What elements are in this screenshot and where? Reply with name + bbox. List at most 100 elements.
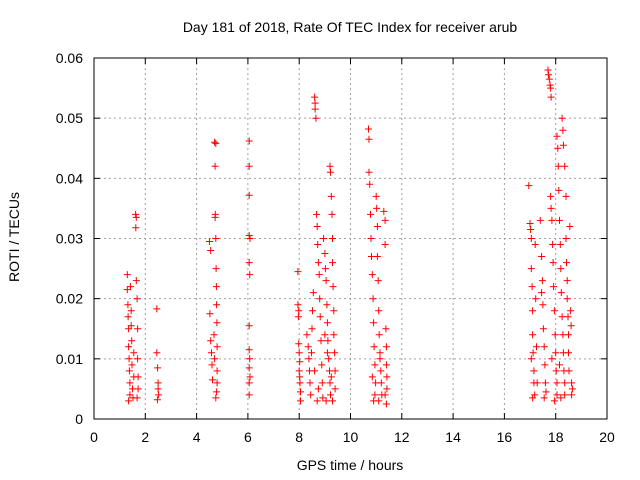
data-point-marker — [553, 379, 561, 387]
data-point-marker — [329, 259, 336, 267]
data-point-marker — [153, 305, 161, 313]
data-point-marker — [323, 301, 331, 309]
data-point-marker — [540, 394, 548, 402]
data-point-marker — [557, 289, 565, 297]
data-point-marker — [527, 355, 535, 363]
data-point-marker — [133, 295, 141, 303]
x-tick-label: 16 — [497, 429, 513, 445]
data-point-marker — [365, 168, 373, 176]
data-point-marker — [367, 235, 375, 242]
data-point-marker — [125, 397, 133, 405]
data-point-marker — [322, 277, 330, 285]
data-point-marker — [545, 75, 553, 83]
data-point-marker — [374, 277, 382, 285]
y-axis-label: ROTI / TECUs — [6, 192, 22, 282]
data-point-marker — [331, 367, 339, 375]
data-point-marker — [245, 346, 253, 354]
data-point-marker — [561, 162, 569, 170]
data-point-marker — [549, 259, 557, 267]
data-point-marker — [527, 265, 535, 273]
data-point-marker — [526, 220, 534, 227]
y-tick-label: 0.01 — [56, 351, 83, 367]
data-point-marker — [316, 295, 324, 303]
data-point-marker — [373, 223, 381, 230]
data-point-marker — [321, 265, 329, 273]
data-point-marker — [313, 223, 321, 230]
data-point-marker — [308, 349, 315, 357]
data-point-marker — [318, 361, 326, 369]
data-point-marker — [554, 162, 562, 170]
data-point-marker — [565, 367, 573, 375]
data-point-marker — [124, 313, 132, 321]
data-point-marker — [375, 397, 383, 405]
data-point-marker — [536, 216, 544, 224]
x-tick-label: 10 — [343, 429, 359, 445]
data-point-marker — [368, 253, 375, 260]
data-point-marker — [245, 137, 253, 145]
data-point-marker — [377, 367, 385, 375]
data-point-marker — [211, 162, 219, 170]
data-point-marker — [550, 397, 558, 405]
data-point-marker — [213, 379, 221, 387]
data-point-marker — [525, 182, 533, 190]
data-point-marker — [528, 283, 536, 291]
data-point-marker — [557, 265, 565, 273]
data-point-marker — [554, 144, 562, 152]
data-point-marker — [381, 391, 389, 399]
data-point-marker — [330, 307, 338, 315]
data-point-marker — [372, 192, 380, 200]
data-point-marker — [304, 343, 312, 351]
data-point-marker — [567, 322, 575, 330]
data-point-marker — [317, 337, 325, 345]
data-point-marker — [552, 367, 560, 375]
data-point-marker — [294, 268, 302, 276]
data-point-marker — [529, 349, 537, 357]
data-point-marker — [531, 241, 539, 248]
data-point-marker — [548, 355, 556, 363]
data-point-marker — [153, 349, 161, 357]
data-point-marker — [153, 396, 161, 404]
data-point-marker — [380, 207, 388, 215]
data-point-marker — [558, 313, 566, 321]
data-point-marker — [382, 361, 390, 369]
data-point-marker — [127, 322, 135, 330]
x-tick-label: 0 — [90, 429, 98, 445]
data-point-marker — [212, 139, 220, 147]
data-point-marker — [529, 307, 537, 315]
data-point-marker — [553, 132, 561, 140]
data-point-marker — [556, 361, 563, 369]
data-point-marker — [331, 385, 339, 393]
y-axis-ticks: 0 0.01 0.02 0.03 0.04 0.05 0.06 — [56, 50, 607, 427]
data-point-marker — [245, 162, 253, 170]
data-point-marker — [383, 373, 391, 381]
data-point-marker — [373, 253, 381, 260]
data-point-marker — [565, 349, 572, 357]
data-point-marker — [309, 289, 317, 297]
data-point-marker — [209, 376, 216, 384]
data-point-marker — [325, 355, 333, 363]
data-point-marker — [212, 265, 220, 273]
x-tick-label: 20 — [599, 429, 615, 445]
data-point-marker — [547, 204, 555, 212]
data-point-marker — [314, 241, 322, 248]
data-point-marker — [556, 241, 564, 248]
y-tick-label: 0.02 — [56, 291, 83, 307]
x-tick-label: 8 — [295, 429, 303, 445]
data-point-marker — [134, 373, 142, 381]
data-point-marker — [561, 379, 569, 387]
data-point-marker — [305, 355, 313, 363]
data-point-marker — [542, 388, 550, 396]
data-point-marker — [123, 271, 131, 279]
data-point-marker — [529, 331, 537, 339]
x-tick-label: 14 — [445, 429, 461, 445]
data-point-marker — [375, 307, 383, 315]
data-point-marker — [365, 135, 373, 143]
chart-title: Day 181 of 2018, Rate Of TEC Index for r… — [183, 19, 518, 35]
data-point-marker — [367, 210, 374, 218]
y-tick-label: 0.04 — [56, 170, 83, 186]
data-point-marker — [563, 259, 570, 267]
data-point-marker — [212, 283, 220, 291]
data-point-marker — [369, 295, 377, 303]
data-point-marker — [565, 331, 572, 339]
data-point-marker — [295, 349, 303, 357]
